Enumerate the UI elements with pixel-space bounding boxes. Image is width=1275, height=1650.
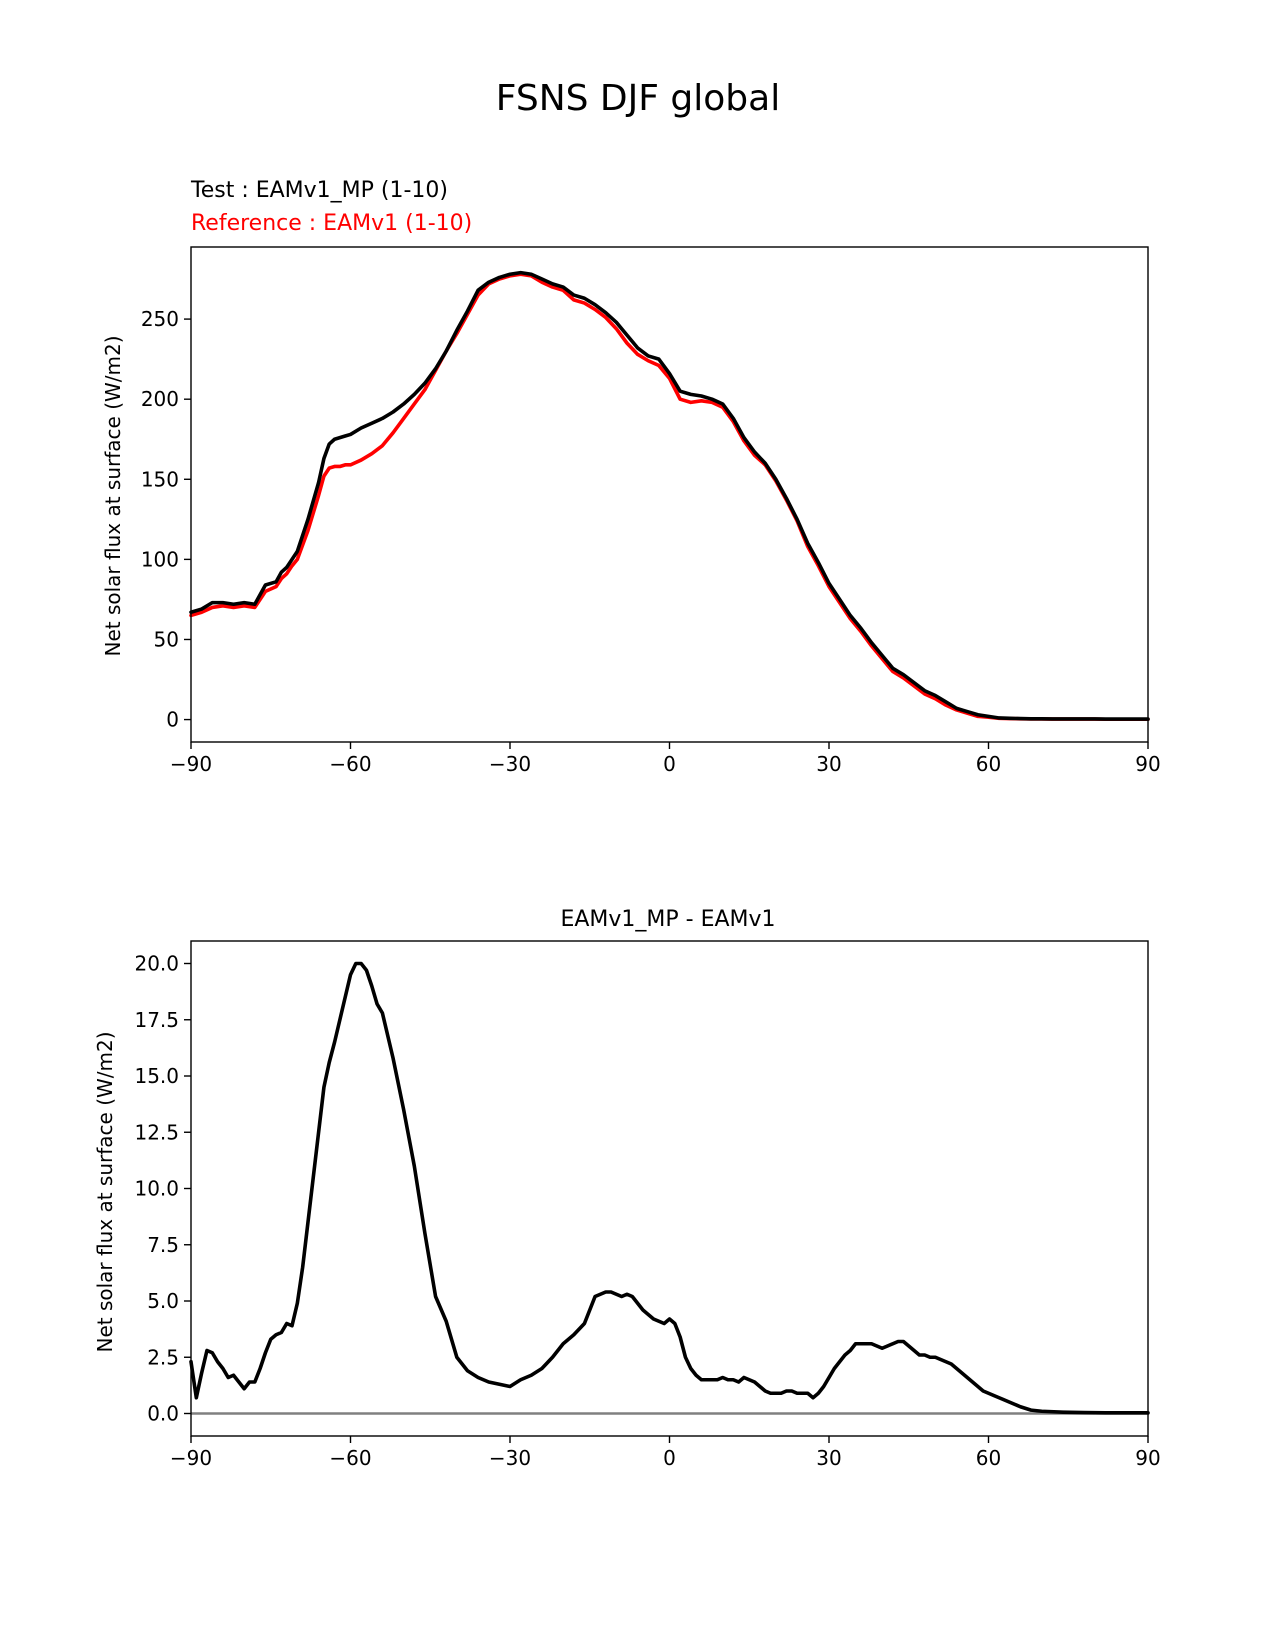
top-x-tick-label: 60 — [976, 752, 1001, 776]
top-y-tick-label: 50 — [154, 627, 179, 651]
top-series-line-0 — [189, 270, 1150, 721]
bottom-y-tick-label: 15.0 — [134, 1064, 179, 1088]
top-y-axis-label: Net solar flux at surface (W/m2) — [101, 335, 125, 656]
top-series-line-1 — [189, 272, 1150, 722]
top-plot-area: −90 −60 −30 0 30 60 90 0 50 100 150 200 250 — [141, 246, 1161, 776]
bottom-title: EAMv1_MP - EAMv1 — [560, 907, 775, 932]
top-y-tick-label: 0 — [166, 708, 179, 732]
bottom-x-tick-label: −30 — [489, 1446, 531, 1470]
top-y-tick-label: 150 — [141, 467, 179, 491]
bottom-series-line-0 — [189, 961, 1150, 1415]
top-x-tick-label: 30 — [816, 752, 841, 776]
bottom-y-tick-label: 17.5 — [134, 1008, 179, 1032]
top-reference-label: Reference : EAMv1 (1-10) — [191, 211, 472, 236]
bottom-y-axis-label: Net solar flux at surface (W/m2) — [93, 1031, 117, 1352]
bottom-y-tick-label: 12.5 — [134, 1120, 179, 1144]
top-test-label: Test : EAMv1_MP (1-10) — [190, 178, 448, 203]
top-x-tick-label: −30 — [489, 752, 531, 776]
bottom-x-tick-label: −90 — [170, 1446, 212, 1470]
bottom-x-tick-label: 0 — [663, 1446, 676, 1470]
figure-title: FSNS DJF global — [496, 78, 780, 119]
bottom-y-tick-label: 5.0 — [147, 1289, 179, 1313]
bottom-y-tick-label: 7.5 — [147, 1233, 179, 1257]
bottom-panel: EAMv1_MP - EAMv1 Net solar flux at surfa… — [93, 907, 1161, 1470]
bottom-x-tick-label: −60 — [329, 1446, 371, 1470]
bottom-y-tick-label: 2.5 — [147, 1345, 179, 1369]
top-y-tick-label: 200 — [141, 387, 179, 411]
bottom-y-tick-label: 0.0 — [147, 1402, 179, 1426]
top-x-tick-label: 0 — [663, 752, 676, 776]
bottom-axes-frame — [190, 940, 1149, 1437]
top-x-tick-label: −60 — [329, 752, 371, 776]
bottom-y-tick-label: 20.0 — [134, 952, 179, 976]
top-x-tick-label: −90 — [170, 752, 212, 776]
bottom-plot-area: −90 −60 −30 0 30 60 90 0.0 2.5 5.0 7.5 10.0 12.5 15.0… — [134, 940, 1161, 1470]
top-x-tick-label: 90 — [1135, 752, 1160, 776]
top-axes-frame — [190, 246, 1149, 743]
top-y-tick-label: 250 — [141, 307, 179, 331]
bottom-x-tick-label: 30 — [816, 1446, 841, 1470]
bottom-y-tick-label: 10.0 — [134, 1177, 179, 1201]
top-y-tick-label: 100 — [141, 547, 179, 571]
bottom-x-tick-label: 60 — [976, 1446, 1001, 1470]
bottom-x-tick-label: 90 — [1135, 1446, 1160, 1470]
top-panel: Test : EAMv1_MP (1-10) Reference : EAMv1… — [101, 178, 1161, 776]
